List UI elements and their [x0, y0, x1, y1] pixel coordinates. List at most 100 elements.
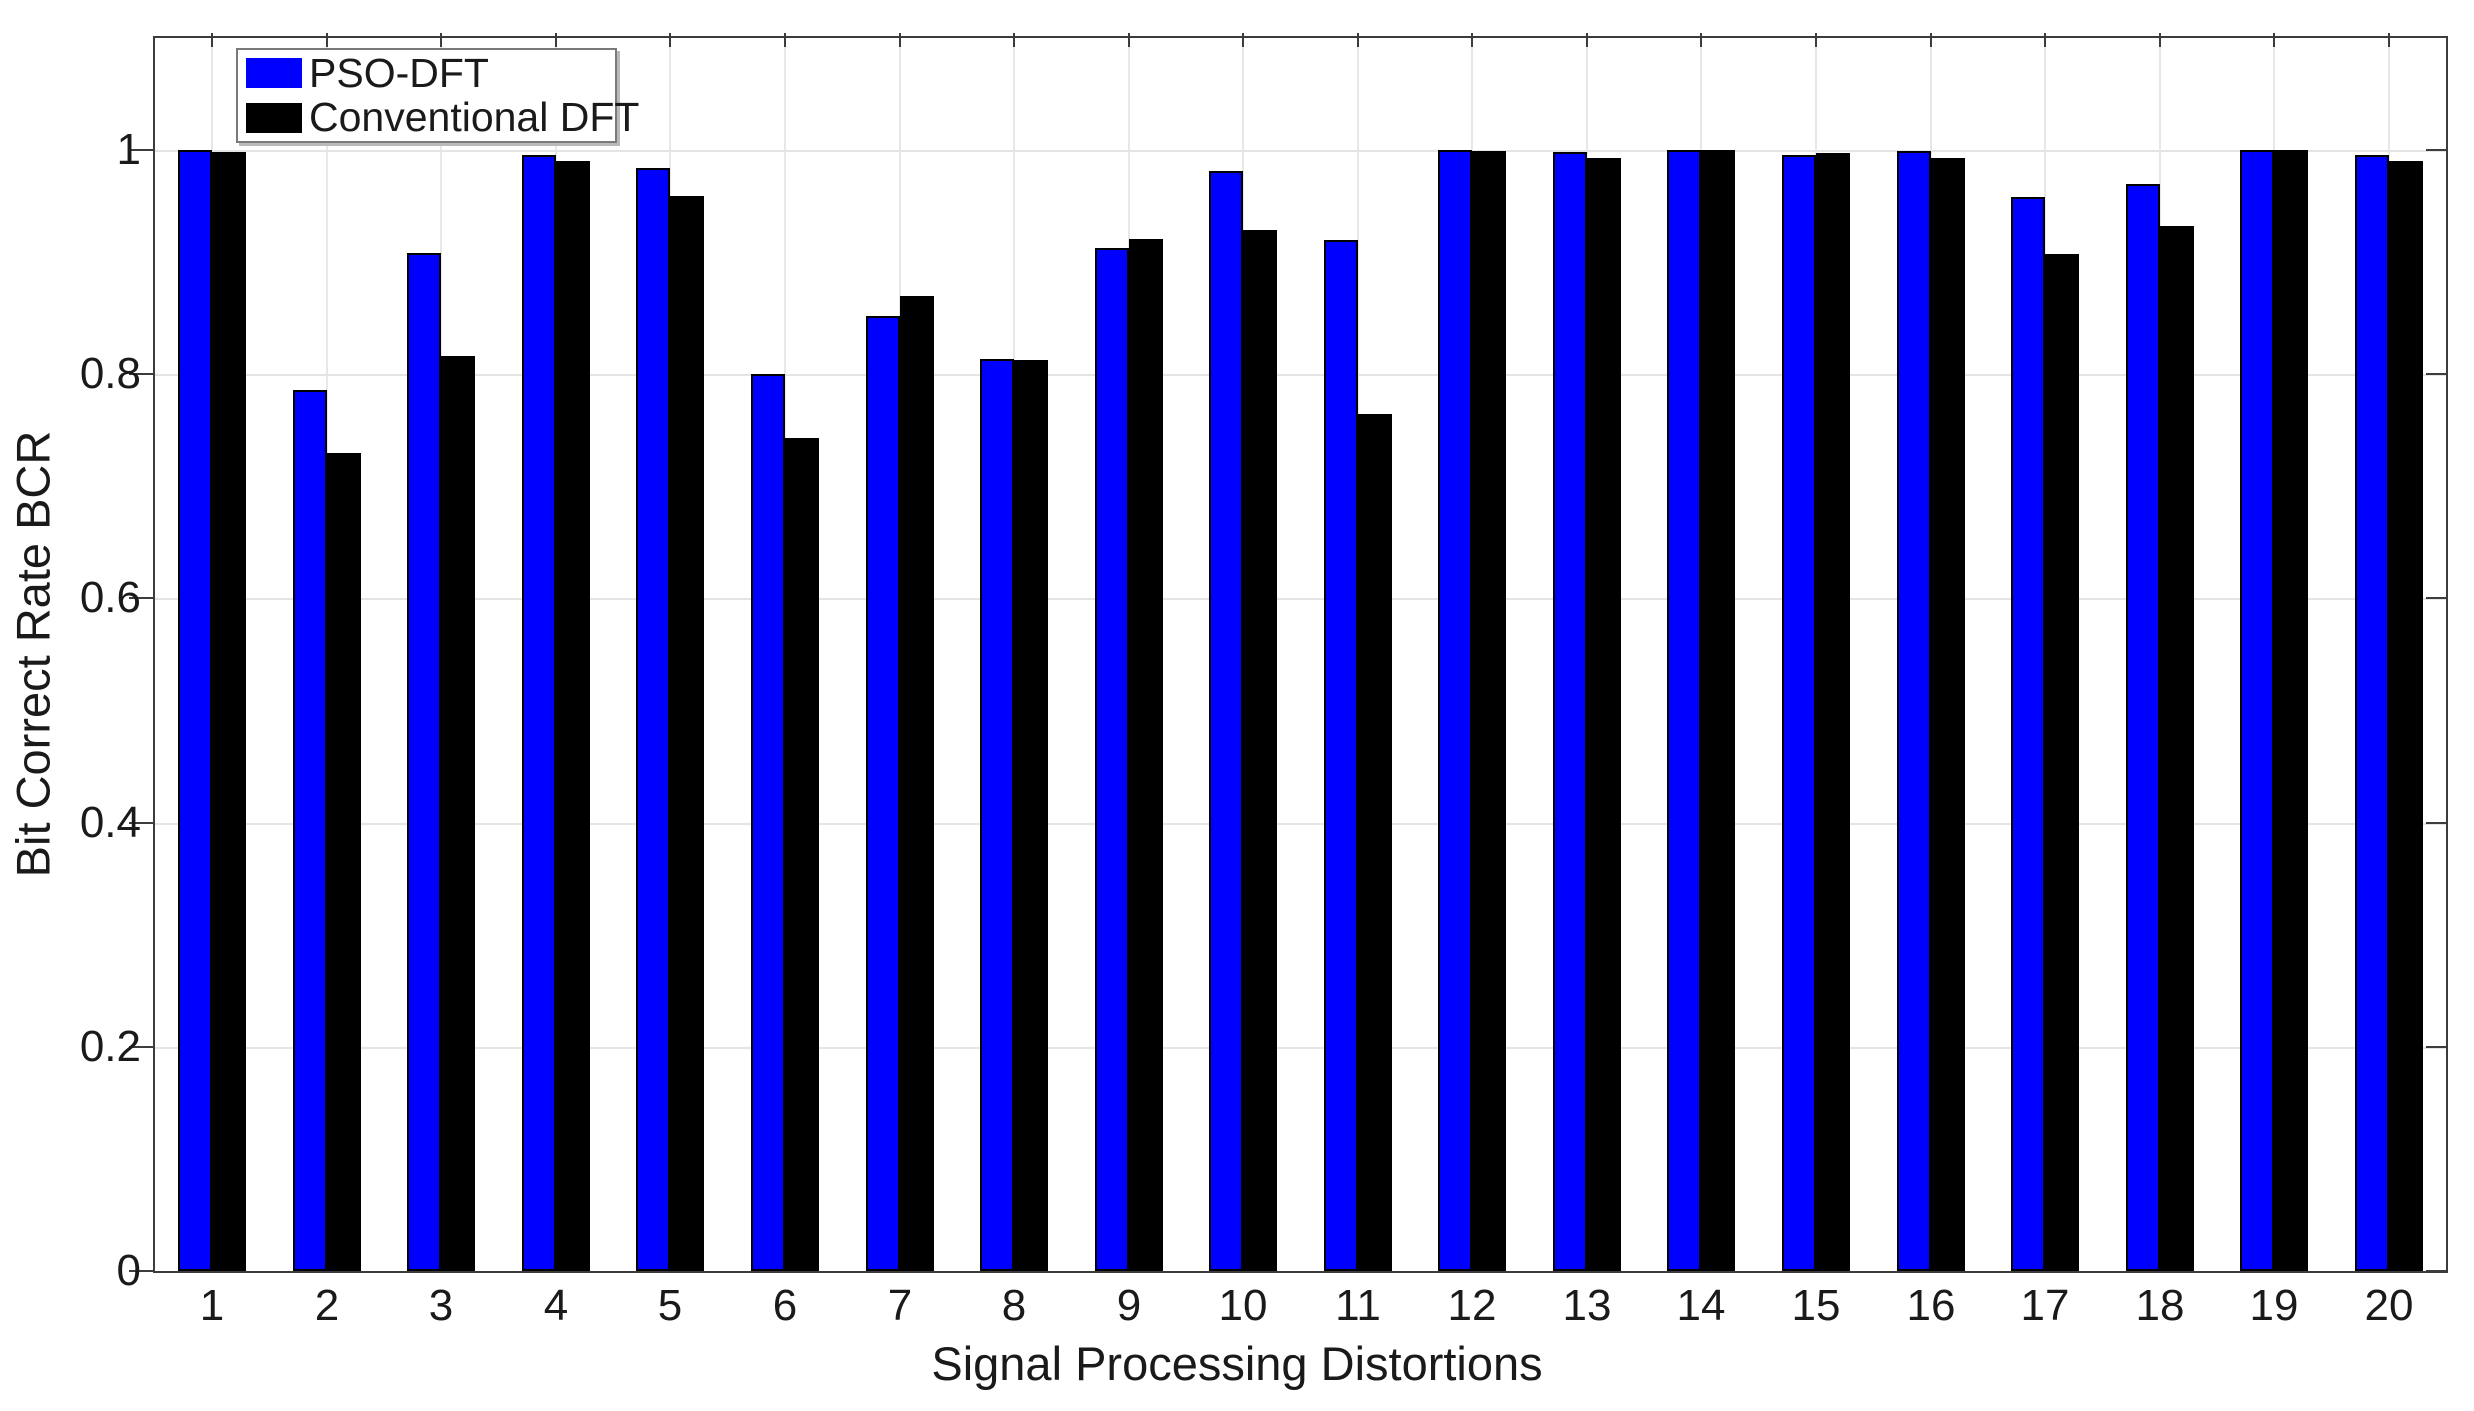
y-tick-label-0: 0 [116, 1246, 141, 1295]
y-tick-right-0.2 [2426, 1046, 2446, 1048]
x-tick-label-9: 9 [1116, 1281, 1142, 1330]
bar-conventional-dft-15 [1816, 153, 1850, 1271]
bar-conventional-dft-6 [785, 438, 819, 1271]
x-tick-top-11 [1357, 33, 1359, 47]
x-tick-label-11: 11 [1335, 1281, 1381, 1330]
bar-conventional-dft-18 [2160, 226, 2194, 1271]
y-tick-label-1: 1 [116, 125, 141, 174]
bar-conventional-dft-9 [1129, 239, 1163, 1271]
bar-pso-dft-8 [980, 359, 1014, 1271]
x-tick-label-4: 4 [543, 1281, 569, 1330]
y-axis-label: Bit Correct Rate BCR [6, 430, 60, 878]
bar-conventional-dft-16 [1931, 158, 1965, 1271]
x-tick-top-15 [1815, 33, 1817, 47]
bar-pso-dft-9 [1095, 248, 1129, 1271]
bar-pso-dft-1 [178, 150, 212, 1271]
y-tick-label-0.4: 0.4 [79, 798, 141, 847]
x-tick-top-18 [2159, 33, 2161, 47]
bar-pso-dft-14 [1667, 150, 1701, 1271]
y-tick-right-0.4 [2426, 822, 2446, 824]
x-tick-top-12 [1471, 33, 1473, 47]
bar-pso-dft-16 [1897, 151, 1931, 1271]
bar-pso-dft-5 [636, 168, 670, 1271]
y-tick-label-0.8: 0.8 [79, 349, 141, 398]
x-tick-top-2 [326, 33, 328, 47]
bar-pso-dft-10 [1209, 171, 1243, 1271]
bar-conventional-dft-17 [2045, 254, 2079, 1271]
bar-conventional-dft-4 [556, 161, 590, 1271]
bar-conventional-dft-19 [2274, 150, 2308, 1271]
y-tick-right-0.8 [2426, 373, 2446, 375]
y-tick-left-0.8 [129, 373, 155, 375]
x-tick-top-8 [1013, 33, 1015, 47]
bar-pso-dft-2 [293, 390, 327, 1271]
y-tick-left-1 [129, 149, 155, 151]
bar-pso-dft-20 [2355, 155, 2389, 1271]
legend-label-conventional-dft: Conventional DFT [309, 94, 640, 141]
legend-entry-conventional-dft: Conventional DFT [246, 97, 639, 139]
bar-pso-dft-17 [2011, 197, 2045, 1271]
bar-pso-dft-11 [1324, 240, 1358, 1271]
x-tick-label-1: 1 [199, 1281, 225, 1330]
bar-conventional-dft-2 [327, 453, 361, 1271]
gridline-horizontal-0.2 [155, 1047, 2446, 1049]
legend-entry-pso-dft: PSO-DFT [246, 52, 615, 94]
x-tick-top-17 [2044, 33, 2046, 47]
bar-pso-dft-18 [2126, 184, 2160, 1271]
y-tick-left-0.2 [129, 1046, 155, 1048]
bar-pso-dft-13 [1553, 152, 1587, 1271]
x-tick-top-3 [440, 33, 442, 47]
bar-conventional-dft-12 [1472, 151, 1506, 1271]
gridline-horizontal-0.6 [155, 598, 2446, 600]
x-tick-top-20 [2388, 33, 2390, 47]
bar-conventional-dft-5 [670, 196, 704, 1271]
x-tick-top-14 [1700, 33, 1702, 47]
bar-pso-dft-6 [751, 374, 785, 1271]
legend: PSO-DFT Conventional DFT [236, 48, 639, 143]
bar-pso-dft-4 [522, 155, 556, 1271]
x-tick-label-15: 15 [1791, 1281, 1841, 1330]
x-tick-label-2: 2 [314, 1281, 340, 1330]
legend-label-pso-dft: PSO-DFT [309, 49, 489, 96]
bar-pso-dft-7 [866, 316, 900, 1271]
bar-pso-dft-3 [407, 253, 441, 1271]
gridline-horizontal-1 [155, 150, 2446, 152]
bar-conventional-dft-11 [1358, 414, 1392, 1271]
x-tick-label-3: 3 [428, 1281, 454, 1330]
x-tick-top-4 [555, 33, 557, 47]
plot-area [155, 38, 2446, 1271]
x-tick-label-13: 13 [1562, 1281, 1612, 1330]
bar-conventional-dft-8 [1014, 360, 1048, 1271]
y-tick-right-0.6 [2426, 597, 2446, 599]
x-tick-top-9 [1128, 33, 1130, 47]
bar-conventional-dft-3 [441, 356, 475, 1271]
gridline-horizontal-0.4 [155, 823, 2446, 825]
bar-conventional-dft-20 [2389, 161, 2423, 1271]
x-tick-label-14: 14 [1676, 1281, 1726, 1330]
y-tick-label-0.6: 0.6 [79, 573, 141, 622]
x-tick-top-6 [784, 33, 786, 47]
x-tick-label-5: 5 [657, 1281, 683, 1330]
x-tick-label-20: 20 [2364, 1281, 2414, 1330]
x-tick-label-10: 10 [1218, 1281, 1268, 1330]
y-tick-left-0 [129, 1270, 155, 1272]
bar-conventional-dft-1 [212, 152, 246, 1271]
bar-conventional-dft-14 [1701, 150, 1735, 1271]
x-tick-label-8: 8 [1001, 1281, 1027, 1330]
x-tick-top-1 [211, 33, 213, 47]
x-tick-top-13 [1586, 33, 1588, 47]
bar-pso-dft-15 [1782, 155, 1816, 1271]
x-tick-label-12: 12 [1447, 1281, 1497, 1330]
y-tick-right-0 [2426, 1270, 2446, 1272]
legend-swatch-pso-dft [246, 58, 302, 89]
y-tick-right-1 [2426, 149, 2446, 151]
y-tick-label-0.2: 0.2 [79, 1022, 141, 1071]
x-tick-top-19 [2273, 33, 2275, 47]
y-tick-left-0.4 [129, 822, 155, 824]
bar-conventional-dft-13 [1587, 158, 1621, 1271]
x-tick-label-6: 6 [772, 1281, 798, 1330]
x-tick-top-7 [899, 33, 901, 47]
x-tick-top-16 [1930, 33, 1932, 47]
x-tick-label-16: 16 [1906, 1281, 1956, 1330]
